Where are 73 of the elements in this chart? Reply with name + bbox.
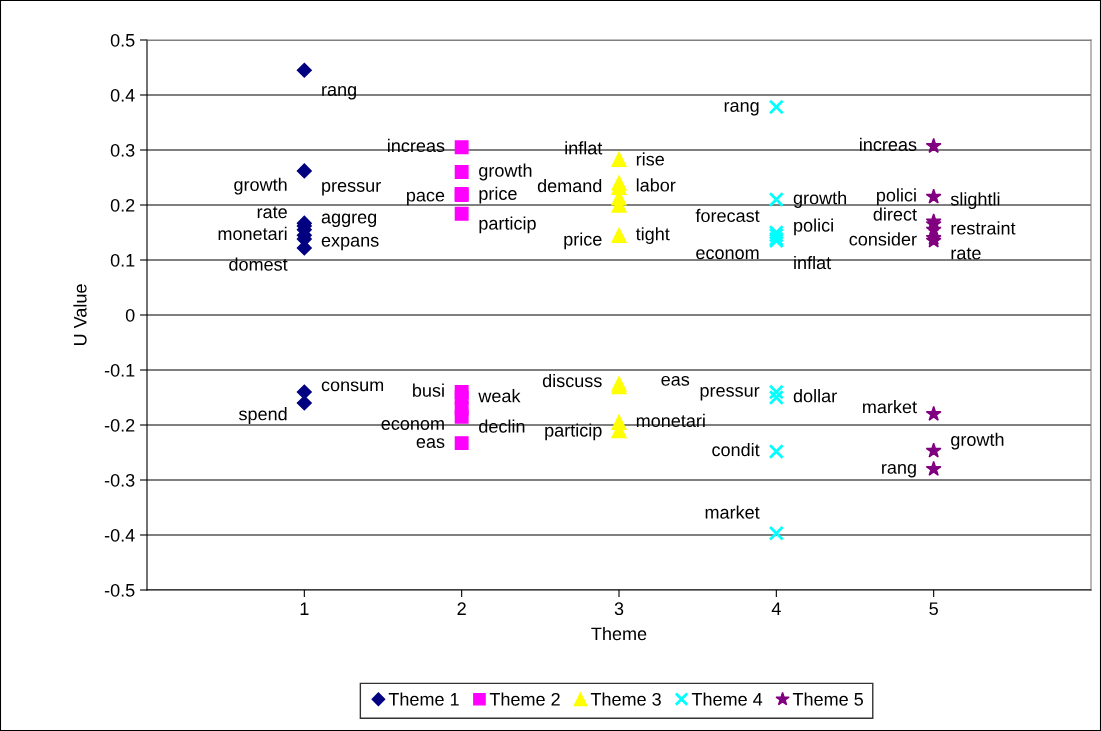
x-axis-title: Theme — [591, 626, 647, 641]
annotation: increas — [860, 137, 917, 151]
annotation: inflat — [794, 255, 832, 270]
annotation: spend — [238, 407, 287, 424]
annotation: discuss — [542, 373, 602, 388]
annotation: forecast — [695, 208, 760, 223]
annotation: growth — [234, 177, 287, 195]
annotation: eas — [661, 375, 690, 386]
annotation: growth — [951, 432, 1004, 450]
annotation: rang — [322, 86, 356, 100]
annotation: weak — [478, 389, 521, 403]
annotation: market — [863, 400, 917, 414]
legend-label: Theme 5 — [792, 692, 863, 706]
annotation: dollar — [793, 389, 837, 403]
y-tick-label: -0.2 — [104, 418, 135, 432]
x-tick-label: 1 — [300, 602, 309, 615]
y-tick-label: 0.2 — [110, 198, 135, 212]
annotation: rise — [636, 152, 664, 166]
legend-label: Theme 4 — [691, 692, 763, 706]
x-tick-label: 3 — [614, 602, 624, 616]
y-axis-title: U Value — [73, 284, 87, 346]
annotation: expans — [321, 236, 379, 251]
annotation: polici — [877, 188, 916, 206]
annotation: market — [705, 505, 760, 519]
y-tick-label: 0 — [125, 308, 135, 322]
annotation: rate — [257, 206, 287, 219]
annotation: price — [479, 186, 517, 204]
annotation: econom — [696, 249, 759, 260]
y-tick-label: 0.3 — [110, 143, 135, 157]
annotation: increas — [388, 138, 445, 153]
annotation: consider — [849, 232, 917, 246]
annotation: inflat — [565, 141, 603, 155]
annotation: demand — [537, 178, 602, 193]
x-tick-label: 4 — [771, 602, 781, 615]
y-tick-label: 0.1 — [110, 253, 135, 267]
annotation: pace — [407, 191, 445, 206]
annotation: monetari — [218, 226, 287, 241]
y-tick-label: -0.1 — [104, 363, 135, 377]
annotation: growth — [793, 191, 847, 208]
annotation: growth — [479, 163, 532, 181]
annotation: rang — [724, 102, 759, 116]
annotation: monetari — [636, 413, 705, 428]
annotation: declin — [479, 419, 525, 433]
legend-label: Theme 1 — [388, 692, 459, 706]
legend-label: Theme 3 — [590, 692, 661, 706]
annotation: tight — [635, 227, 670, 244]
annotation: rate — [951, 247, 981, 260]
annotation: labor — [636, 178, 676, 192]
annotation: econom — [381, 420, 444, 430]
annotation: restraint — [951, 221, 1016, 235]
annotation: pressur — [322, 181, 381, 196]
y-tick-label: -0.5 — [104, 583, 135, 597]
annotation: direct — [873, 207, 917, 221]
y-tick-label: 0.5 — [110, 33, 135, 47]
annotation: price — [564, 232, 602, 250]
y-tick-label: -0.3 — [104, 473, 135, 487]
annotation: eas — [416, 438, 445, 448]
annotation: condit — [712, 442, 760, 457]
annotation: pressur — [700, 386, 760, 401]
legend-label: Theme 2 — [489, 692, 560, 706]
annotation: rang — [882, 463, 916, 478]
x-tick-label: 5 — [929, 602, 938, 616]
annotation: consum — [321, 381, 384, 392]
annotation: polici — [794, 218, 833, 236]
annotation: slightli — [950, 192, 1000, 210]
annotation: particip — [545, 423, 602, 441]
annotation: particip — [479, 216, 536, 234]
annotation: aggreg — [321, 213, 377, 228]
annotation: busi — [413, 383, 444, 397]
x-tick-label: 2 — [457, 602, 466, 615]
y-tick-label: 0.4 — [110, 88, 135, 102]
y-tick-label: -0.4 — [104, 528, 135, 542]
annotation: domest — [229, 257, 288, 271]
